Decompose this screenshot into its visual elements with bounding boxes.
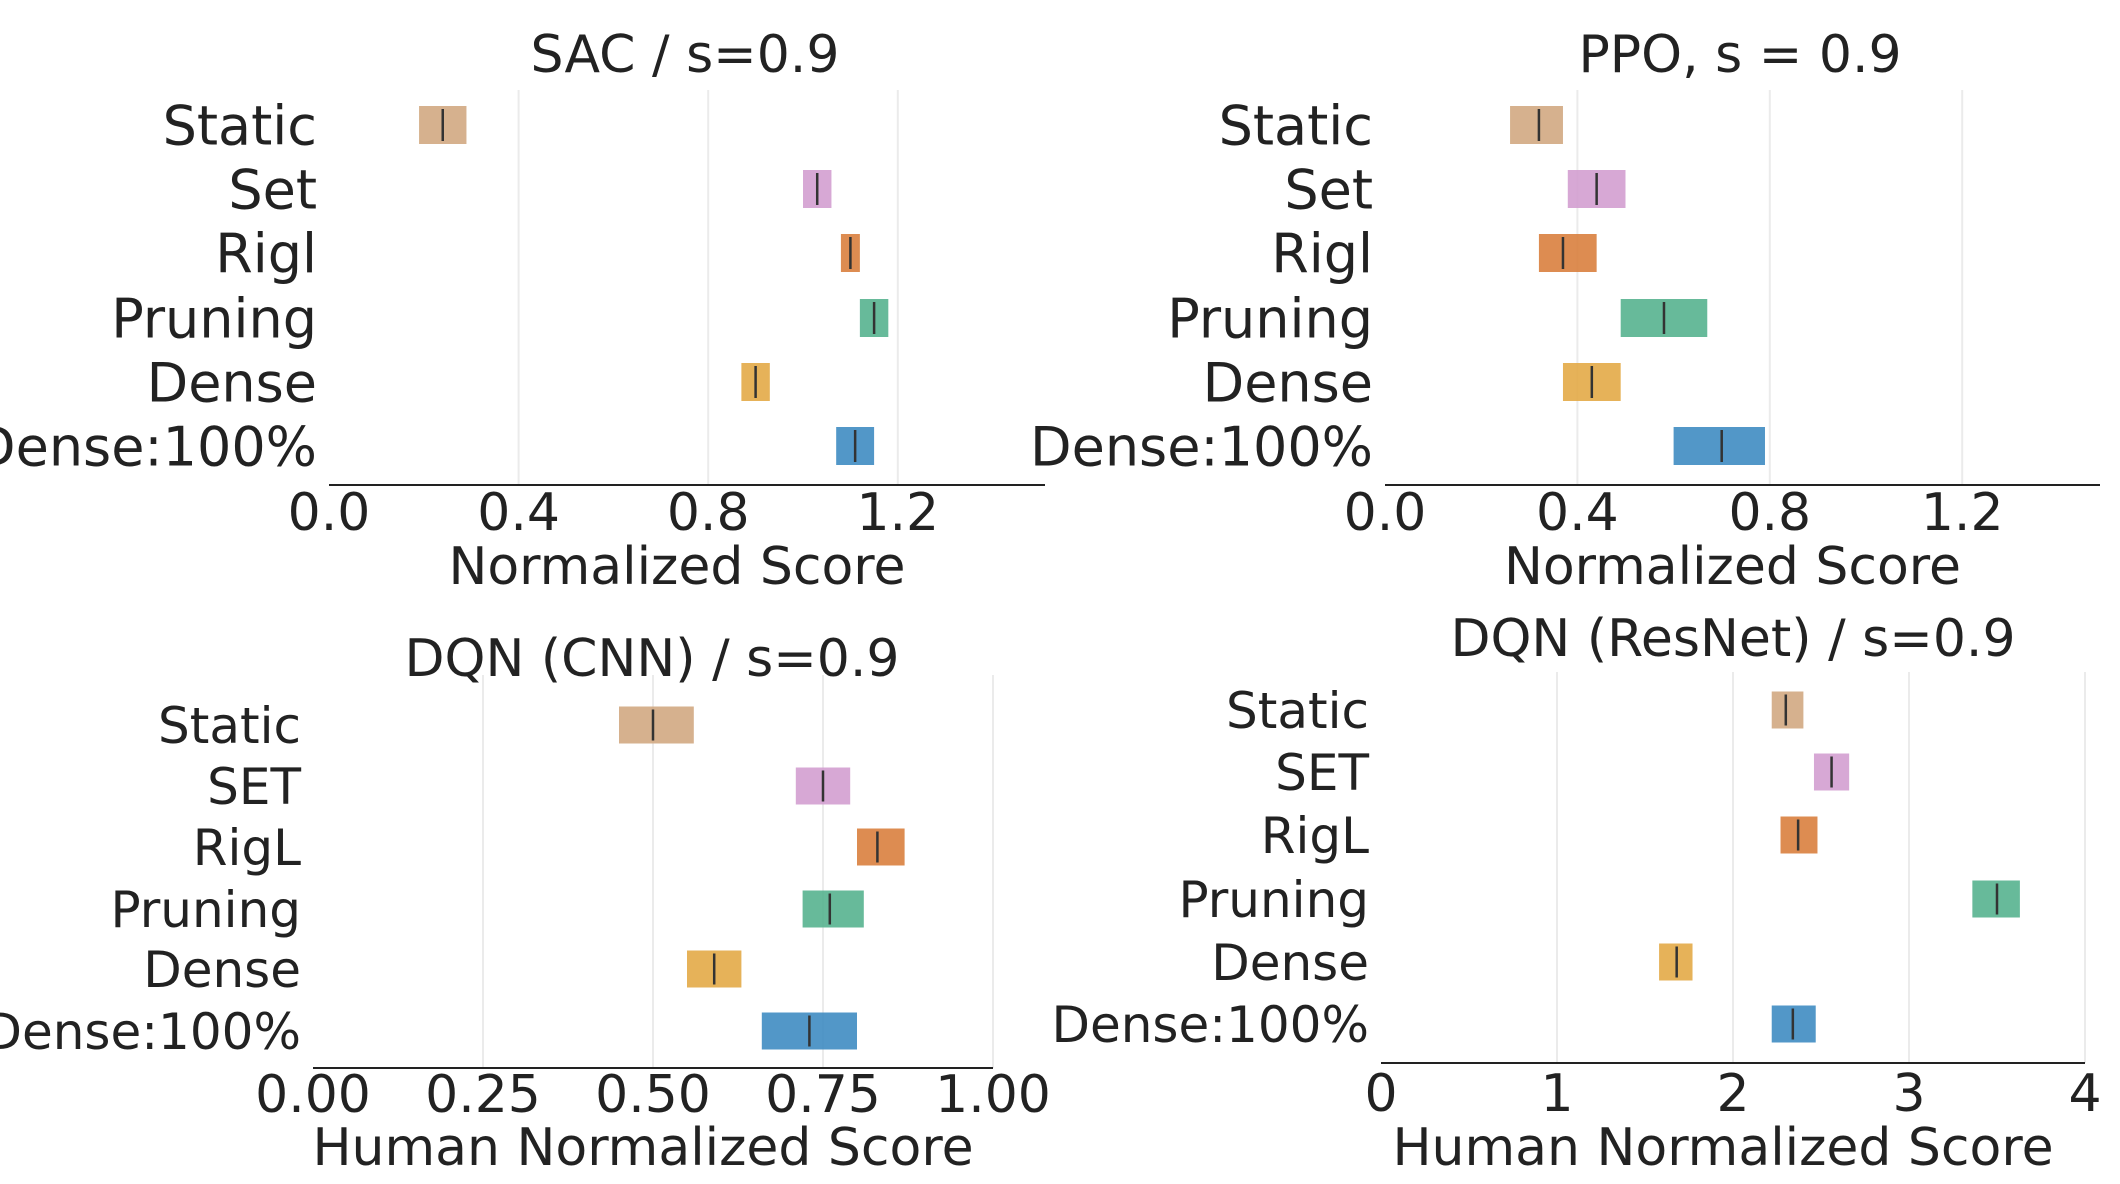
category-label: Dense [1211,934,1369,992]
category-label: Rigl [1271,222,1373,285]
interval-bar [1771,691,1804,729]
interval-bar [857,828,905,866]
category-label: Static [158,697,301,755]
category-label: RigL [193,819,301,877]
x-tick-label: 0.4 [1536,483,1619,543]
x-axis-label: Human Normalized Score [1392,1118,2053,1178]
category-label: Dense [143,941,301,999]
category-label: Static [163,94,317,157]
chart-panel-1: 0.0 0.4 0.8 1.2 SAC / s=0.9 Normalized Score S… [0,25,1045,597]
chart-panel-4: 0 1 2 3 4 DQN (ResNet) / s=0.9 Human Normalize… [1051,609,2101,1178]
category-label: Rigl [215,222,317,285]
category-label: Dense:100% [1030,415,1373,478]
x-tick-label: 0.8 [667,483,750,543]
interval-bar [1538,234,1597,272]
category-label: Pruning [111,287,317,350]
category-label: Static [1226,682,1369,740]
interval-bar [1673,427,1765,465]
x-axis-label: Normalized Score [1504,537,1961,597]
x-tick-label: 0 [1364,1064,1397,1124]
x-axis-label: Human Normalized Score [312,1118,973,1178]
x-tick-label: 0.0 [1344,483,1427,543]
category-label: SET [207,758,301,816]
x-tick-label: 0.4 [477,483,560,543]
chart-panel-2: 0.0 0.4 0.8 1.2 PPO, s = 0.9 Normalized Score… [1030,25,2100,597]
category-label: Pruning [1167,287,1373,350]
x-tick-label: 1.00 [935,1065,1051,1125]
x-tick-label: 0.00 [255,1065,371,1125]
x-tick-label: 4 [2068,1064,2101,1124]
category-label: Pruning [1178,871,1369,929]
x-tick-label: 0.50 [595,1065,711,1125]
x-axis-label: Normalized Score [448,537,905,597]
interval-bar [619,706,694,744]
category-label: Dense:100% [0,415,317,478]
category-label: Set [228,158,317,221]
category-label: RigL [1261,807,1369,865]
chart-panel-3: 0.00 0.25 0.50 0.75 1.00 DQN (CNN) / s=0.9 Hum… [0,629,1051,1178]
category-label: Dense [1203,351,1373,414]
interval-bar [1510,106,1563,144]
x-tick-label: 2 [1716,1064,1749,1124]
category-label: Dense:100% [0,1003,301,1061]
x-tick-label: 3 [1892,1064,1925,1124]
category-label: Dense:100% [1051,996,1369,1054]
interval-bar [802,890,864,928]
x-tick-label: 0.25 [425,1065,541,1125]
chart-title: SAC / s=0.9 [531,25,840,85]
x-tick-label: 1.2 [856,483,939,543]
chart-title: DQN (CNN) / s=0.9 [404,629,899,689]
category-label: Set [1284,158,1373,221]
category-label: SET [1275,744,1369,802]
x-tick-label: 0.75 [765,1065,881,1125]
category-label: Pruning [110,881,301,939]
chart-title: DQN (ResNet) / s=0.9 [1450,609,2015,669]
x-tick-label: 0.0 [288,483,371,543]
category-label: Static [1219,94,1373,157]
x-tick-label: 0.8 [1728,483,1811,543]
x-tick-label: 1.2 [1921,483,2004,543]
x-tick-label: 1 [1540,1064,1573,1124]
chart-title: PPO, s = 0.9 [1578,25,1901,85]
category-label: Dense [147,351,317,414]
